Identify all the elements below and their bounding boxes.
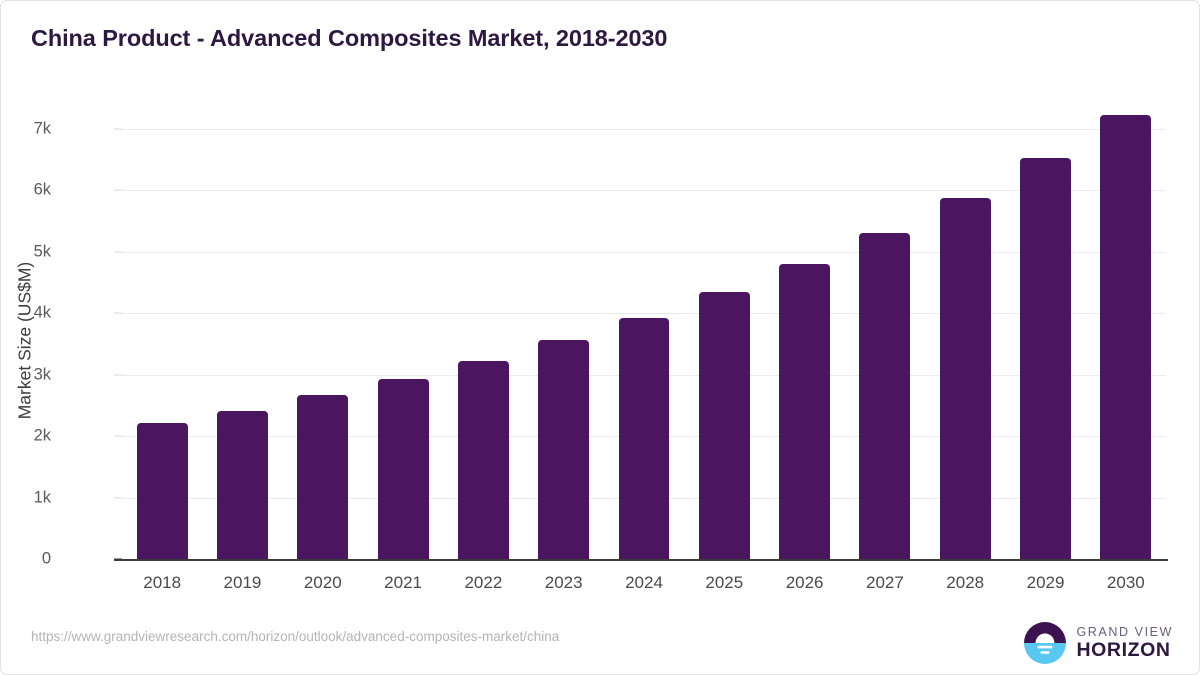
bar[interactable] [698, 292, 750, 559]
bar[interactable] [297, 395, 349, 559]
y-tick-mark [114, 312, 122, 314]
gridline [122, 190, 1166, 192]
x-tick-label: 2018 [143, 573, 182, 592]
y-tick-label: 5k [33, 242, 51, 261]
x-axis-line [114, 559, 1168, 561]
x-tick-label: 2024 [625, 573, 663, 592]
y-tick-label: 4k [33, 303, 51, 322]
gridline [122, 313, 1166, 315]
logo-text-horizon: HORIZON [1076, 639, 1171, 661]
y-tick-label: 2k [33, 426, 51, 445]
horizon-logo-icon [1024, 622, 1067, 664]
bar[interactable] [1020, 157, 1072, 559]
y-tick-mark [114, 189, 122, 191]
y-tick-label: 1k [33, 488, 51, 507]
bar[interactable] [377, 379, 429, 559]
bar[interactable] [939, 198, 991, 559]
x-tick-label: 2021 [384, 573, 422, 592]
bar[interactable] [618, 318, 670, 559]
y-tick-label: 0 [41, 549, 51, 568]
source-url[interactable]: https://www.grandviewresearch.com/horizo… [31, 629, 560, 644]
y-tick-mark [114, 435, 122, 437]
y-tick-label: 3k [33, 365, 51, 384]
plot-area [122, 101, 1166, 559]
bar[interactable] [859, 233, 911, 559]
x-tick-label: 2022 [464, 573, 503, 592]
y-tick-label: 6k [33, 180, 51, 199]
page-title: China Product - Advanced Composites Mark… [31, 25, 668, 51]
y-tick-mark [114, 497, 122, 499]
x-tick-label: 2028 [946, 573, 985, 592]
gridline [122, 251, 1166, 253]
x-tick-label: 2020 [303, 573, 342, 592]
x-tick-label: 2029 [1026, 573, 1065, 592]
logo-text-grand-view: GRAND VIEW [1076, 624, 1173, 639]
x-tick-label: 2026 [785, 573, 824, 592]
y-tick-mark [114, 128, 122, 130]
gridline [122, 128, 1166, 130]
y-tick-mark [114, 251, 122, 253]
x-tick-label: 2019 [223, 573, 262, 592]
x-tick-label: 2030 [1106, 573, 1145, 592]
y-tick-label: 7k [33, 119, 51, 138]
brand-logo[interactable]: GRAND VIEW HORIZON [1023, 621, 1173, 665]
logo-wordmark: GRAND VIEW HORIZON [1076, 624, 1173, 661]
x-tick-label: 2025 [705, 573, 744, 592]
bar[interactable] [216, 410, 268, 559]
bar[interactable] [457, 361, 509, 559]
bar[interactable] [1100, 115, 1152, 559]
bar[interactable] [538, 340, 590, 559]
bar[interactable] [779, 263, 831, 559]
y-tick-mark [114, 374, 122, 376]
bar[interactable] [136, 422, 188, 559]
x-tick-label: 2023 [544, 573, 583, 592]
x-tick-label: 2027 [866, 573, 904, 592]
